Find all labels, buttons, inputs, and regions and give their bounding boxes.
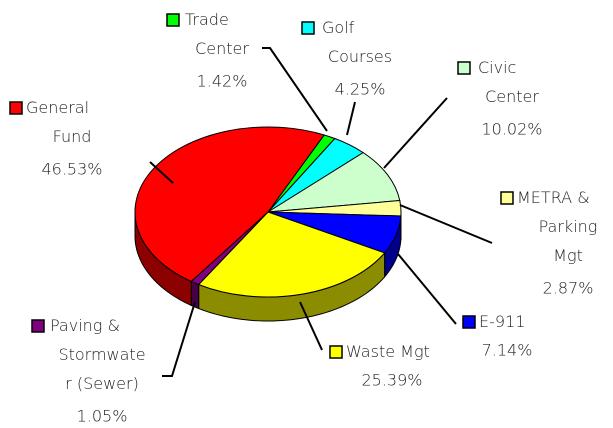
leader-line <box>262 47 328 132</box>
leader-line <box>149 161 174 184</box>
legend-swatch <box>301 21 315 35</box>
value-label: 7.14% <box>482 341 533 360</box>
label-line: Paving & <box>50 316 120 335</box>
legend-swatch <box>500 191 514 205</box>
leader-line <box>299 301 323 351</box>
label-line: r (Sewer) <box>65 374 139 393</box>
legend-swatch <box>166 13 180 27</box>
value-label: 46.53% <box>41 160 102 179</box>
value-label: 4.25% <box>335 80 386 99</box>
slice <box>197 211 386 298</box>
label-line: General <box>26 98 89 117</box>
label-line: Fund <box>53 127 92 146</box>
label-line: Trade <box>185 10 229 29</box>
category-label: Paving & Stormwate r (Sewer) <box>50 316 146 393</box>
label-line: METRA & <box>517 188 590 207</box>
value-label: 1.42% <box>197 72 248 91</box>
leader-line <box>399 204 493 244</box>
leader-line <box>383 97 448 169</box>
value-label: 25.39% <box>361 371 422 390</box>
legend-swatch <box>462 315 476 329</box>
label-line: Center <box>485 87 539 106</box>
value-label: 2.87% <box>543 279 594 298</box>
legend-swatch <box>329 345 343 359</box>
legend-swatch <box>457 61 471 75</box>
category-label: METRA & Parking Mgt <box>517 188 597 265</box>
label-line: Waste Mgt <box>346 342 430 361</box>
label-line: Civic <box>478 58 516 77</box>
leader-line <box>397 253 457 325</box>
category-label: Civic Center <box>478 58 539 106</box>
label-line: E-911 <box>479 312 525 331</box>
value-label: 1.05% <box>77 407 128 426</box>
label-line: Mgt <box>553 246 583 265</box>
category-label: E-911 <box>479 312 525 331</box>
leader-line <box>346 101 356 136</box>
category-label: Golf Courses <box>322 18 392 66</box>
leader-line <box>162 301 196 377</box>
label-line: Golf <box>322 18 355 37</box>
category-label: Waste Mgt <box>346 342 430 361</box>
legend-swatch <box>31 319 45 333</box>
label-line: Courses <box>328 47 392 66</box>
category-label: Trade Center <box>185 10 249 58</box>
slice <box>134 126 326 283</box>
category-label: General Fund <box>26 98 91 146</box>
label-line: Parking <box>539 217 598 236</box>
value-label: 10.02% <box>481 120 542 139</box>
legend-swatch <box>9 101 23 115</box>
label-line: Stormwate <box>58 345 145 364</box>
slice <box>267 152 401 213</box>
label-line: Center <box>195 39 249 58</box>
